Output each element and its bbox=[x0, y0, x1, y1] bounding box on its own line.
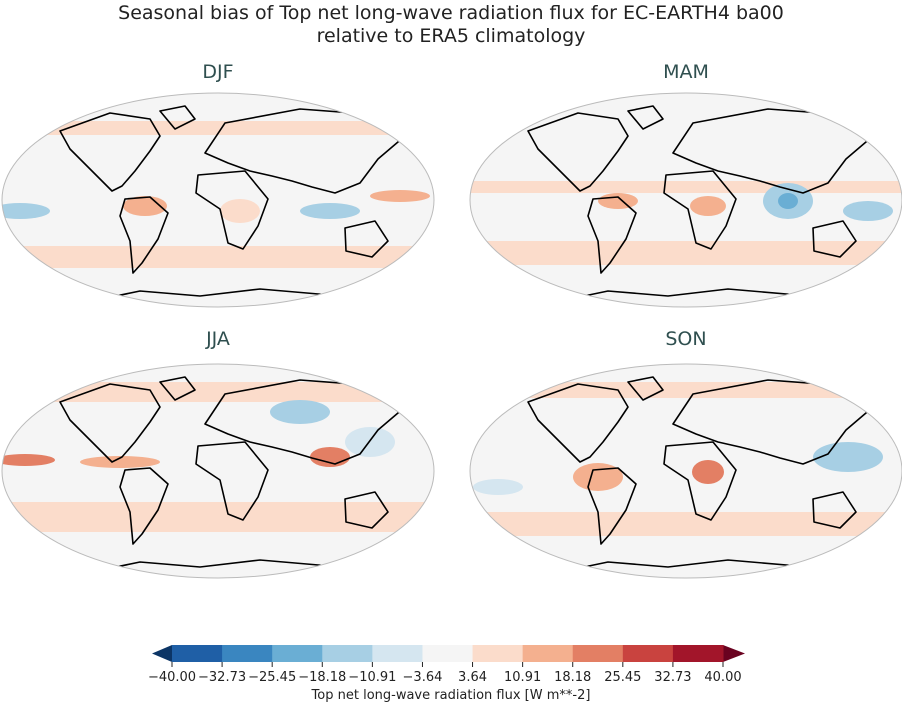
panel-title-djf: DJF bbox=[202, 61, 234, 83]
colorbar-tick-label: −25.45 bbox=[248, 670, 297, 685]
figure-title-line1: Seasonal bias of Top net long-wave radia… bbox=[118, 2, 784, 24]
colorbar-segment bbox=[322, 645, 373, 662]
panel-title-son: SON bbox=[665, 328, 707, 350]
panel-title-jja: JJA bbox=[206, 328, 230, 350]
figure-title-line2: relative to ERA5 climatology bbox=[316, 25, 586, 47]
colorbar-segment bbox=[222, 645, 273, 662]
colorbar-tick-label: 10.91 bbox=[504, 670, 542, 685]
colorbar-tick-label: 32.73 bbox=[654, 670, 692, 685]
colorbar-label: Top net long-wave radiation flux [W m**-… bbox=[311, 688, 591, 703]
colorbar-segment bbox=[522, 645, 574, 662]
colorbar-under-triangle bbox=[152, 645, 172, 662]
map-mam bbox=[469, 92, 902, 308]
colorbar-segment bbox=[422, 645, 474, 662]
map-djf bbox=[1, 92, 435, 308]
colorbar-segment bbox=[572, 645, 624, 662]
colorbar-segment bbox=[672, 645, 724, 662]
colorbar-tick-label: −32.73 bbox=[198, 670, 247, 685]
colorbar-segment bbox=[172, 645, 223, 662]
colorbar-tick-label: 3.64 bbox=[458, 670, 488, 685]
colorbar-over-triangle bbox=[723, 645, 745, 662]
colorbar-tick-label: 18.18 bbox=[554, 670, 592, 685]
colorbar-segment bbox=[372, 645, 423, 662]
panel-title-mam: MAM bbox=[663, 61, 709, 83]
colorbar-segment bbox=[622, 645, 674, 662]
colorbar-tick-label: −3.64 bbox=[402, 670, 443, 685]
map-jja bbox=[1, 363, 435, 579]
colorbar-segment bbox=[472, 645, 524, 662]
map-son bbox=[469, 363, 902, 579]
colorbar-tick-label: 25.45 bbox=[604, 670, 642, 685]
colorbar-tick-label: 40.00 bbox=[704, 670, 742, 685]
colorbar-tick-label: −40.00 bbox=[147, 670, 197, 685]
colorbar-tick-label: −10.91 bbox=[348, 670, 397, 685]
colorbar-segment bbox=[272, 645, 323, 662]
colorbar bbox=[152, 645, 745, 667]
colorbar-tick-label: −18.18 bbox=[298, 670, 347, 685]
